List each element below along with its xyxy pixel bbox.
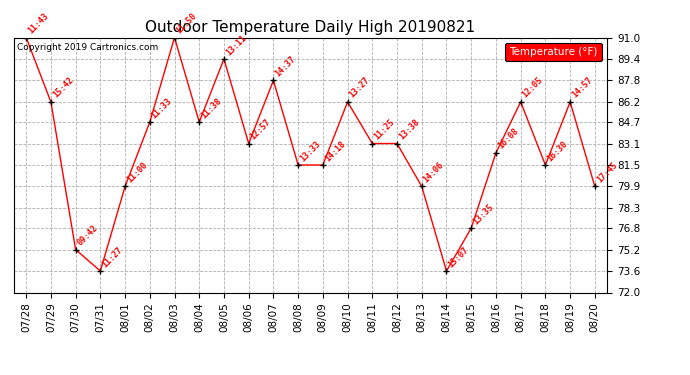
Text: 11:00: 11:00: [125, 160, 149, 184]
Text: 15:07: 15:07: [446, 245, 471, 269]
Legend: Temperature (°F): Temperature (°F): [505, 43, 602, 61]
Text: 17:45: 17:45: [595, 160, 619, 184]
Text: 13:35: 13:35: [471, 202, 495, 226]
Text: 11:25: 11:25: [373, 117, 396, 141]
Text: 14:57: 14:57: [570, 76, 594, 100]
Text: 14:37: 14:37: [273, 54, 297, 78]
Text: 13:33: 13:33: [298, 139, 322, 163]
Text: 13:27: 13:27: [348, 76, 372, 100]
Text: 09:42: 09:42: [76, 224, 99, 248]
Text: Copyright 2019 Cartronics.com: Copyright 2019 Cartronics.com: [17, 43, 158, 52]
Text: 12:57: 12:57: [248, 117, 273, 141]
Text: 16:30: 16:30: [545, 139, 569, 163]
Text: 11:38: 11:38: [199, 96, 224, 120]
Text: 13:38: 13:38: [397, 117, 421, 141]
Text: 14:06: 14:06: [422, 160, 446, 184]
Text: 13:11: 13:11: [224, 33, 248, 57]
Text: 12:05: 12:05: [521, 76, 544, 100]
Text: 11:33: 11:33: [150, 96, 174, 120]
Text: 11:43: 11:43: [26, 12, 50, 36]
Text: 16:08: 16:08: [496, 127, 520, 151]
Title: Outdoor Temperature Daily High 20190821: Outdoor Temperature Daily High 20190821: [146, 20, 475, 35]
Text: 11:50: 11:50: [175, 12, 199, 36]
Text: 15:42: 15:42: [51, 76, 75, 100]
Text: 14:18: 14:18: [323, 139, 347, 163]
Text: 11:27: 11:27: [100, 245, 124, 269]
